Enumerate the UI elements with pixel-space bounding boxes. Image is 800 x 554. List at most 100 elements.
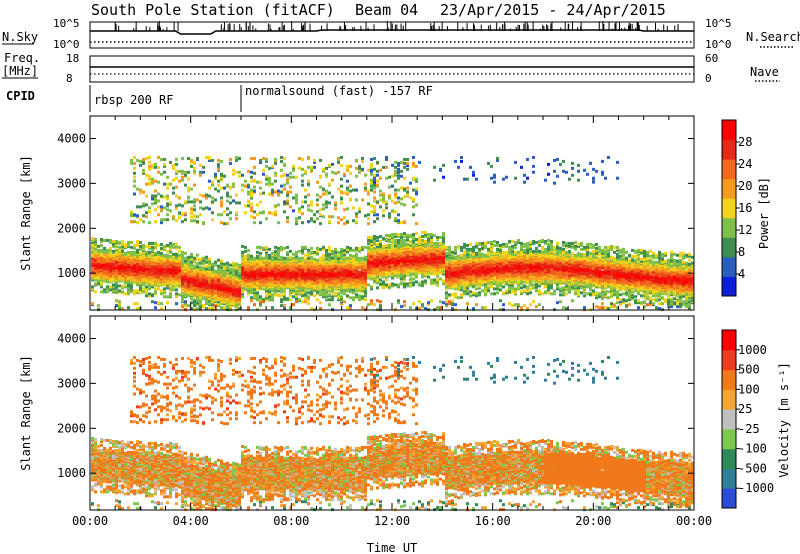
power-cell — [385, 200, 388, 203]
power-cell — [184, 252, 187, 255]
power-cell — [220, 260, 223, 263]
power-cell — [292, 253, 295, 256]
power-cell — [313, 213, 316, 216]
power-cell — [361, 168, 364, 171]
power-cell — [313, 294, 316, 297]
power-cell — [403, 158, 406, 161]
power-cell — [343, 249, 346, 252]
power-cell — [217, 184, 220, 187]
power-cell — [130, 246, 133, 249]
power-cell — [100, 244, 103, 247]
power-cell — [373, 220, 376, 223]
power-cell — [214, 198, 217, 201]
power-cell — [301, 246, 304, 249]
power-cell — [295, 201, 298, 204]
power-cell — [220, 187, 223, 190]
power-cell — [403, 285, 406, 288]
title-dates: 23/Apr/2015 - 24/Apr/2015 — [440, 1, 666, 19]
power-cell — [385, 234, 388, 237]
power-cell — [220, 221, 223, 224]
power-cell — [406, 234, 409, 237]
power-cell — [307, 208, 310, 211]
power-cell — [331, 257, 334, 260]
power-cell — [259, 159, 262, 162]
power-cell — [133, 167, 136, 170]
power-cell — [301, 257, 304, 260]
power-cell — [202, 207, 205, 210]
power-cell — [373, 247, 376, 250]
power-cell — [352, 219, 355, 222]
power-cell — [139, 164, 142, 167]
power-cell — [304, 254, 307, 257]
power-cell — [364, 174, 367, 177]
power-cell — [367, 193, 370, 196]
power-cell — [295, 217, 298, 220]
power-cell — [124, 243, 127, 246]
power-cell — [346, 165, 349, 168]
power-cell — [175, 302, 178, 305]
power-cell — [178, 293, 181, 296]
power-cell — [148, 165, 151, 168]
power-cell — [325, 249, 328, 252]
power-cell — [373, 235, 376, 238]
power-cell — [325, 173, 328, 176]
power-cell — [370, 189, 373, 192]
power-cell — [394, 193, 397, 196]
power-cell — [271, 165, 274, 168]
power-cell — [250, 171, 253, 174]
power-cell — [250, 209, 253, 212]
power-cell — [328, 249, 331, 252]
power-cell — [322, 188, 325, 191]
power-cell — [172, 215, 175, 218]
power-cell — [211, 196, 214, 199]
power-cell — [301, 158, 304, 161]
power-cell — [214, 188, 217, 191]
power-cell — [223, 272, 226, 275]
power-cell — [250, 255, 253, 258]
power-cell — [373, 211, 376, 214]
power-cell — [211, 263, 214, 266]
power-cell — [196, 215, 199, 218]
power-cell — [343, 258, 346, 261]
power-cell — [346, 207, 349, 210]
power-cell — [403, 282, 406, 285]
power-cell — [328, 201, 331, 204]
power-cell — [400, 236, 403, 239]
power-cell — [298, 210, 301, 213]
power-cell — [346, 193, 349, 196]
power-cell — [100, 238, 103, 241]
power-cell — [337, 221, 340, 224]
power-cell — [292, 295, 295, 298]
power-cell — [253, 210, 256, 213]
power-cell — [361, 306, 364, 309]
power-cell — [247, 204, 250, 207]
power-cell — [154, 163, 157, 166]
nsky-tick-bottom: 10^0 — [53, 38, 80, 51]
power-cell — [397, 233, 400, 236]
power-cell — [223, 210, 226, 213]
power-cell — [325, 167, 328, 170]
power-cell — [175, 292, 178, 295]
power-cell — [331, 195, 334, 198]
power-cell — [349, 254, 352, 257]
power-cell — [181, 157, 184, 160]
power-cell — [382, 198, 385, 201]
power-cell — [253, 221, 256, 224]
power-cell — [202, 257, 205, 260]
power-cell — [409, 240, 412, 243]
power-cell — [208, 207, 211, 210]
power-cell — [145, 211, 148, 214]
power-cell — [94, 282, 97, 285]
power-cell — [133, 180, 136, 183]
power-cell — [163, 158, 166, 161]
power-cell — [268, 211, 271, 214]
power-cell — [199, 258, 202, 261]
power-cell — [289, 205, 292, 208]
power-cell — [199, 266, 202, 269]
power-cell — [226, 199, 229, 202]
power-cell — [151, 178, 154, 181]
power-cell — [391, 209, 394, 212]
power-cell — [274, 191, 277, 194]
power-cell — [268, 248, 271, 251]
power-cell — [292, 176, 295, 179]
